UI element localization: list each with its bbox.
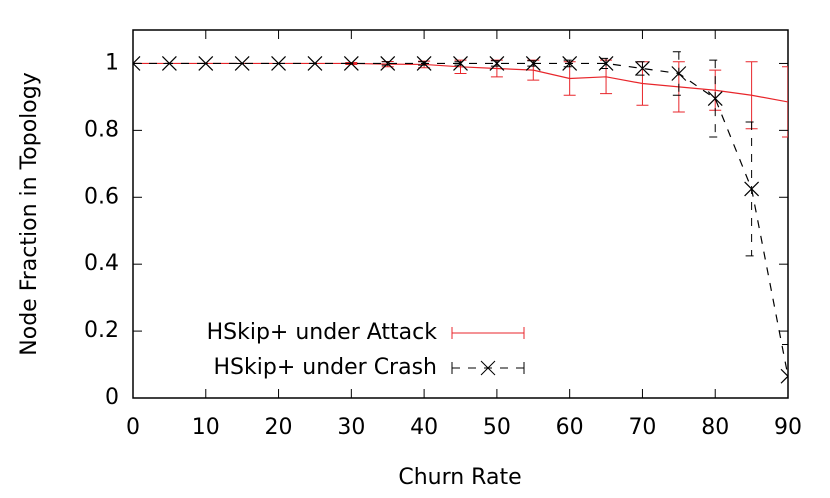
plot-area (133, 51, 788, 398)
error-bar (782, 66, 788, 138)
y-tick-label: 0.8 (84, 117, 119, 142)
y-tick-label: 1 (105, 50, 119, 75)
point (416, 56, 432, 71)
point (380, 56, 396, 71)
plot-frame (132, 29, 789, 399)
point (198, 56, 214, 71)
point (598, 56, 614, 71)
x-tick-label: 0 (126, 415, 140, 440)
point (635, 61, 650, 76)
point (343, 56, 359, 71)
point (271, 56, 286, 71)
x-axis-label: Churn Rate (398, 465, 521, 490)
point (744, 181, 760, 197)
x-tick-label: 60 (556, 415, 584, 440)
error-bar (782, 343, 788, 398)
point (671, 66, 687, 81)
point (161, 56, 177, 71)
point (707, 91, 723, 107)
legend-label: HSkip+ under Attack (207, 320, 438, 345)
x-tick-label: 10 (192, 415, 220, 440)
y-tick-label: 0.6 (84, 184, 119, 209)
y-axis-label: Node Fraction in Topology (17, 72, 42, 355)
legend-label: HSkip+ under Crash (214, 355, 437, 380)
x-tick-label: 20 (265, 415, 293, 440)
point (133, 56, 141, 71)
y-tick-label: 0.2 (84, 318, 119, 343)
x-tick-label: 30 (337, 415, 365, 440)
point (562, 56, 578, 71)
point (489, 56, 505, 71)
legend-caps (451, 362, 525, 374)
point (780, 368, 788, 384)
y-tick-label: 0.4 (84, 251, 119, 276)
x-tick-label: 90 (774, 415, 802, 440)
legend-caps (451, 327, 525, 339)
x-tick-label: 50 (483, 415, 511, 440)
point (234, 56, 250, 71)
x-tick-label: 80 (701, 415, 729, 440)
y-tick-label: 0 (105, 385, 119, 410)
point (307, 56, 323, 71)
legend-marker (480, 360, 496, 376)
point (453, 56, 468, 71)
point (525, 56, 541, 71)
x-tick-label: 70 (628, 415, 656, 440)
x-tick-label: 40 (410, 415, 438, 440)
